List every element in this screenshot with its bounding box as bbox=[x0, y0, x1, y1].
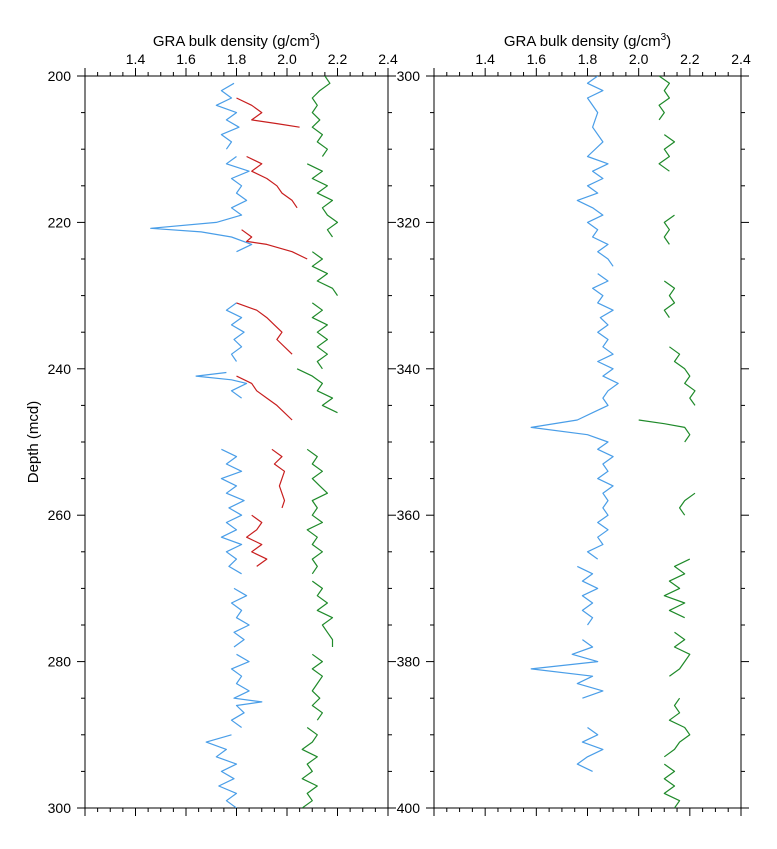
y-tick-label: 320 bbox=[397, 214, 421, 230]
series-1-line bbox=[150, 156, 253, 253]
series-3-line bbox=[306, 163, 339, 238]
x-tick-label: 2.4 bbox=[378, 51, 398, 67]
y-tick-label: 220 bbox=[48, 214, 72, 230]
series-2-line bbox=[663, 558, 691, 619]
x-tick-label: 2.0 bbox=[629, 51, 649, 67]
series-1-line bbox=[576, 76, 614, 267]
y-tick-label: 200 bbox=[48, 68, 72, 84]
x-tick-label: 1.8 bbox=[227, 51, 247, 67]
series-2-line bbox=[271, 448, 286, 509]
y-tick-label: 240 bbox=[48, 361, 72, 377]
series-3-line bbox=[311, 302, 328, 370]
series-1-line bbox=[576, 727, 604, 772]
series-3-line bbox=[311, 76, 331, 157]
chart-panel-2: 1.4 1.6 1.8 2.0 2.2 2.4 300 320 340 360 380 400 GRA … bbox=[397, 32, 751, 816]
series-2-line bbox=[246, 155, 298, 209]
y-tick-label: 340 bbox=[397, 361, 421, 377]
series-1 bbox=[150, 82, 263, 808]
series-1-line bbox=[205, 734, 238, 808]
series-2-line bbox=[663, 697, 691, 758]
x-tick-label: 1.6 bbox=[527, 51, 547, 67]
series-2-line bbox=[663, 763, 681, 808]
series-1-line bbox=[230, 653, 263, 728]
series-2 bbox=[638, 76, 696, 808]
x-tick-label: 2.2 bbox=[328, 51, 348, 67]
series-3-line bbox=[311, 580, 334, 647]
series-3 bbox=[296, 76, 339, 808]
series-2-line bbox=[669, 631, 691, 677]
series-3-line bbox=[306, 448, 328, 575]
series-2-line bbox=[638, 419, 691, 443]
series-2-line bbox=[236, 97, 300, 128]
series-2-line bbox=[658, 134, 676, 172]
series-2-line bbox=[236, 375, 293, 421]
y-axis-title: Depth (mcd) bbox=[25, 401, 42, 484]
y-tick-label: 280 bbox=[48, 654, 72, 670]
series-3-line bbox=[311, 653, 323, 721]
series-3-line bbox=[301, 727, 318, 808]
y-tick-label: 400 bbox=[397, 800, 421, 816]
series-1-line bbox=[577, 565, 599, 626]
series-2 bbox=[236, 97, 308, 567]
series-2-line bbox=[658, 76, 671, 121]
y-tick-label: 260 bbox=[48, 507, 72, 523]
chart-panel-1: 1.4 1.6 1.8 2.0 2.2 2.4 200 220 240 260 280 300 GRA … bbox=[25, 32, 398, 816]
series-1 bbox=[530, 76, 619, 772]
series-2-line bbox=[246, 514, 268, 567]
x-tick-label: 1.8 bbox=[578, 51, 598, 67]
x-tick-label: 2.2 bbox=[680, 51, 700, 67]
x-tick-label: 2.4 bbox=[731, 51, 751, 67]
y-tick-label: 380 bbox=[397, 654, 421, 670]
y-tick-label: 300 bbox=[48, 800, 72, 816]
series-1-line bbox=[530, 639, 604, 699]
series-2-line bbox=[663, 280, 676, 318]
x-tick-label: 1.4 bbox=[126, 51, 146, 67]
x-axis-title: GRA bulk density (g/cm3) bbox=[153, 32, 320, 50]
series-2-line bbox=[236, 302, 293, 355]
y-tick-label: 300 bbox=[397, 68, 421, 84]
series-2-line bbox=[669, 346, 696, 406]
series-1-line bbox=[225, 302, 245, 362]
series-1-line bbox=[230, 587, 250, 648]
series-2-line bbox=[663, 214, 675, 245]
y-tick-label: 360 bbox=[397, 507, 421, 523]
series-2-line bbox=[241, 229, 308, 260]
series-1-line bbox=[530, 273, 619, 560]
series-1-line bbox=[220, 448, 245, 575]
series-2-line bbox=[678, 492, 696, 516]
x-tick-label: 1.6 bbox=[176, 51, 196, 67]
x-tick-label: 2.0 bbox=[277, 51, 297, 67]
series-1-line bbox=[195, 371, 248, 399]
series-1-line bbox=[215, 82, 240, 150]
x-tick-label: 1.4 bbox=[475, 51, 495, 67]
x-axis-title: GRA bulk density (g/cm3) bbox=[504, 32, 671, 50]
series-3-line bbox=[311, 251, 338, 296]
series-3-line bbox=[296, 368, 338, 414]
